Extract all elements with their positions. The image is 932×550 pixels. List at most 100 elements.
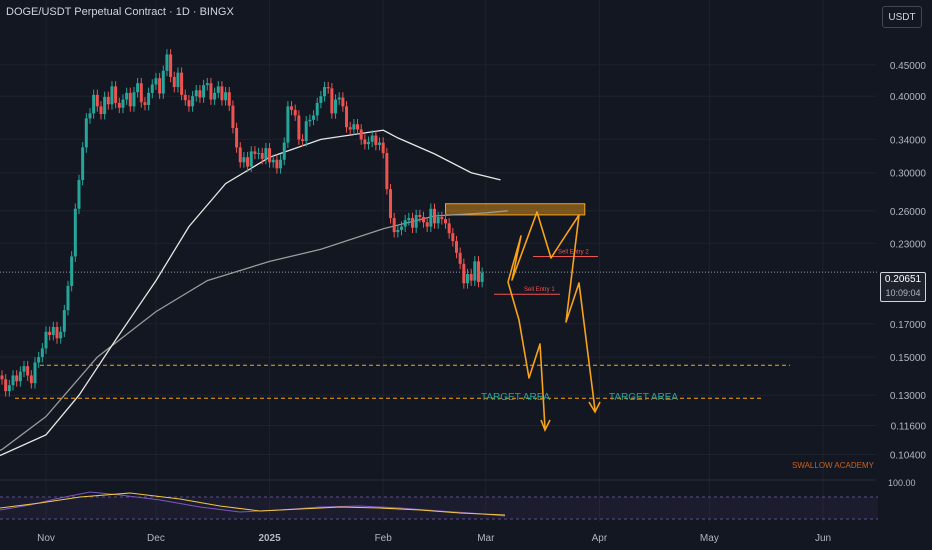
candle-body (0, 375, 4, 380)
candle-body (114, 86, 118, 103)
candle-body (73, 208, 77, 257)
sell-entry-1-label: Sell Entry 1 (524, 287, 555, 293)
target-area-right-label: TARGET AREA (609, 392, 678, 403)
candle-body (224, 92, 228, 101)
candle-body (356, 124, 360, 130)
candle-body (458, 252, 462, 264)
candle-body (367, 141, 371, 145)
candle-body (7, 385, 11, 392)
currency-button[interactable]: USDT (882, 6, 922, 28)
candle-body (385, 153, 389, 190)
candle-body (271, 159, 275, 163)
candle-body (183, 94, 187, 101)
candle-body (191, 96, 195, 107)
bar-countdown: 10:09:04 (885, 288, 921, 298)
x-tick-label: Jun (815, 533, 831, 544)
candle-body (198, 90, 202, 98)
candle-body (279, 159, 283, 169)
candle-body (246, 157, 250, 167)
projection-path-right (507, 211, 596, 411)
candle-body (297, 115, 301, 140)
candle-body (187, 100, 191, 107)
candle-body (110, 86, 114, 105)
candle-body (128, 92, 132, 107)
candle-body (323, 87, 327, 97)
candle-body (213, 92, 217, 100)
candle-body (15, 375, 19, 382)
candle-body (392, 218, 396, 233)
arrow-head-right (588, 401, 601, 414)
target-area-left-label: TARGET AREA (481, 392, 550, 403)
candle-body (70, 256, 74, 286)
candle-body (249, 151, 253, 167)
candle-body (132, 92, 136, 107)
candle-body (389, 189, 393, 219)
candle-body (465, 274, 469, 284)
x-tick-label: 2025 (258, 533, 281, 544)
candle-body (257, 153, 261, 155)
candle-body (403, 220, 407, 227)
candle-body (150, 84, 154, 93)
candle-body (396, 229, 400, 233)
candle-body (341, 97, 345, 107)
y-tick-label: 0.30000 (890, 169, 927, 180)
candle-body (451, 233, 455, 242)
y-tick-label: 0.26000 (890, 207, 927, 218)
candle-body (125, 92, 129, 100)
candle-body (414, 214, 418, 228)
candle-body (154, 78, 158, 85)
candle-body (180, 72, 184, 95)
candle-body (235, 127, 239, 148)
candle-body (95, 94, 99, 107)
candle-body (282, 142, 286, 160)
candle-body (378, 142, 382, 145)
candle-body (480, 272, 484, 282)
x-tick-label: Feb (375, 533, 393, 544)
candle-body (308, 119, 312, 122)
candle-body (275, 159, 279, 169)
x-tick-label: Mar (477, 533, 495, 544)
candle-body (260, 153, 264, 159)
y-tick-label: 0.34000 (890, 135, 927, 146)
candle-body (253, 151, 257, 154)
candle-body (301, 139, 305, 142)
x-tick-label: Nov (37, 533, 55, 544)
y-tick-label: 0.15000 (890, 353, 927, 364)
ma-fast-line (0, 210, 508, 452)
candle-body (440, 217, 444, 220)
rsi-axis-label: 100.00 (888, 478, 916, 488)
chart-title: DOGE/USDT Perpetual Contract · 1D · BING… (6, 6, 234, 18)
last-price-value: 0.20651 (884, 274, 922, 285)
candle-body (62, 310, 66, 332)
candle-body (18, 371, 22, 382)
candle-body (242, 157, 246, 163)
candle-body (22, 366, 26, 372)
candle-body (264, 148, 268, 159)
candle-body (136, 83, 140, 93)
candle-body (290, 106, 294, 110)
rsi-band (0, 497, 878, 519)
projection-path-left (507, 281, 546, 429)
x-tick-label: May (700, 533, 719, 544)
candle-body (117, 102, 121, 108)
candle-body (345, 106, 349, 128)
candle-body (77, 179, 81, 209)
y-tick-label: 0.45000 (890, 61, 927, 72)
candle-body (469, 274, 473, 281)
candle-body (443, 219, 447, 224)
candle-body (176, 72, 180, 88)
x-tick-label: Apr (592, 533, 608, 544)
candle-body (293, 109, 297, 116)
candle-body (436, 217, 440, 224)
candle-body (103, 96, 107, 115)
brand-watermark: SWALLOW ACADEMY (792, 461, 875, 470)
candle-body (51, 326, 55, 336)
candle-body (169, 54, 173, 77)
candle-body (84, 118, 88, 148)
y-tick-label: 0.17000 (890, 320, 927, 331)
candle-body (433, 208, 436, 224)
candle-body (359, 129, 363, 140)
candle-body (238, 147, 242, 163)
